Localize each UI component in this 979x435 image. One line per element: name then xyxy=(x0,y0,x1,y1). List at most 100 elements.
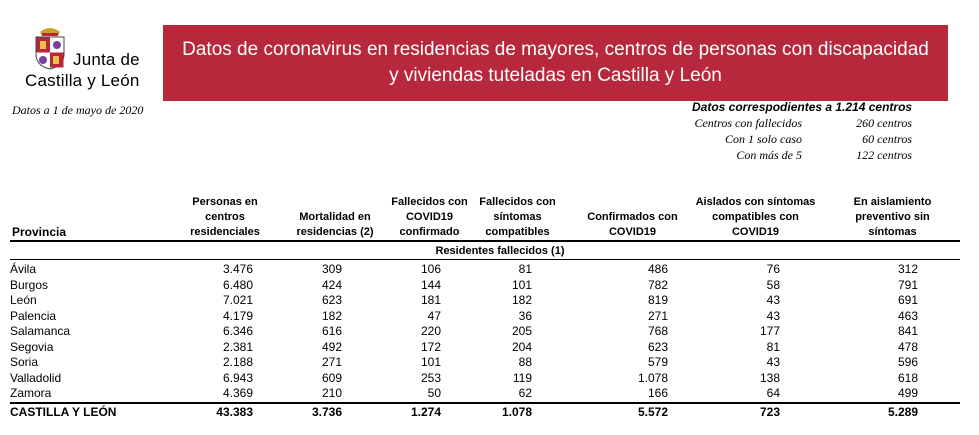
table-row: Soria 2.188 271 101 88 579 43 596 xyxy=(10,355,960,370)
cell-value: 144 xyxy=(420,277,441,292)
cell-value: 463 xyxy=(897,308,918,323)
cell-value: 76 xyxy=(766,262,780,276)
summary-box: Datos correspodientes a 1.214 centros Ce… xyxy=(690,100,950,162)
summary-row: Con 1 solo caso 60 centros xyxy=(690,130,950,146)
table-row: Segovia 2.381 492 172 204 623 81 478 xyxy=(10,340,960,355)
cell-value: 478 xyxy=(897,339,918,354)
cell-value: 81 xyxy=(518,262,532,276)
province-name: León xyxy=(10,293,37,307)
cell-value: 119 xyxy=(512,370,532,385)
table-row: Ávila 3.476 309 106 81 486 76 312 xyxy=(10,262,960,277)
cell-value: 1.274 xyxy=(410,405,441,419)
cell-value: 47 xyxy=(427,308,441,323)
cell-value: 4.369 xyxy=(222,386,253,400)
header-mortalidad: Mortalidad en residencias (2) xyxy=(296,211,374,238)
cell-value: 623 xyxy=(647,339,668,354)
cell-value: 220 xyxy=(420,324,441,338)
header-provincia: Provincia xyxy=(12,225,67,239)
total-rule xyxy=(10,402,960,404)
cell-value: 88 xyxy=(518,355,532,369)
header-fallecidos-confirmado: Fallecidos con COVID19 confirmado xyxy=(391,196,468,238)
province-name: Soria xyxy=(10,355,39,369)
cell-value: 43.383 xyxy=(216,405,253,419)
summary-value: 260 centros xyxy=(856,116,912,130)
cell-value: 7.021 xyxy=(222,293,253,307)
cell-value: 181 xyxy=(420,293,441,307)
cell-value: 106 xyxy=(420,262,441,276)
cell-value: 271 xyxy=(647,308,668,323)
cell-value: 177 xyxy=(759,324,780,338)
cell-value: 166 xyxy=(647,386,668,400)
cell-value: 43 xyxy=(766,308,780,323)
province-name: Burgos xyxy=(10,277,49,292)
cell-value: 182 xyxy=(321,308,342,323)
summary-label: Con 1 solo caso xyxy=(724,132,802,146)
cell-value: 2.188 xyxy=(222,355,253,369)
cell-value: 596 xyxy=(897,355,918,369)
cell-value: 101 xyxy=(420,355,441,369)
cell-value: 43 xyxy=(766,293,780,307)
cell-value: 4.179 xyxy=(222,308,253,323)
cell-value: 618 xyxy=(897,370,918,385)
cell-value: 101 xyxy=(511,277,532,292)
province-name: Valladolid xyxy=(10,370,62,385)
cell-value: 50 xyxy=(427,386,441,400)
cell-value: 182 xyxy=(511,293,532,307)
cell-value: 58 xyxy=(766,277,780,292)
table-row: Salamanca 6.346 616 220 205 768 177 841 xyxy=(10,324,960,339)
junta-logo: Junta de Castilla y León xyxy=(22,22,162,92)
title-banner: Datos de coronavirus en residencias de m… xyxy=(163,25,948,101)
header-aislamiento-preventivo: En aislamiento preventivo sin síntomas xyxy=(853,196,932,238)
header-aislados: Aislados con síntomas compatibles con CO… xyxy=(695,196,816,238)
coat-of-arms-icon xyxy=(35,28,65,70)
table-row: Palencia 4.179 182 47 36 271 43 463 xyxy=(10,309,960,324)
cell-value: 64 xyxy=(766,386,780,400)
cell-value: 1.078 xyxy=(637,370,668,385)
province-name: Ávila xyxy=(10,262,37,276)
cell-value: 609 xyxy=(321,370,342,385)
logo-line-2: Castilla y León xyxy=(25,71,140,90)
cell-value: 616 xyxy=(321,324,342,338)
cell-value: 424 xyxy=(321,277,342,292)
summary-label: Con más de 5 xyxy=(736,148,802,162)
summary-value: 122 centros xyxy=(856,148,912,162)
summary-label: Centros con fallecidos xyxy=(694,116,802,130)
table-row: Zamora 4.369 210 50 62 166 64 499 xyxy=(10,386,960,401)
cell-value: 62 xyxy=(518,386,532,400)
cell-value: 3.736 xyxy=(311,405,342,419)
header-personas: Personas en centros residenciales xyxy=(190,196,260,238)
date-note: Datos a 1 de mayo de 2020 xyxy=(12,103,144,117)
table-row: León 7.021 623 181 182 819 43 691 xyxy=(10,293,960,308)
cell-value: 43 xyxy=(766,355,780,369)
cell-value: 6.346 xyxy=(222,324,253,338)
cell-value: 819 xyxy=(647,293,668,307)
cell-value: 2.381 xyxy=(222,339,253,354)
header-confirmados: Confirmados con COVID19 xyxy=(587,211,678,238)
cell-value: 6.943 xyxy=(222,370,253,385)
cell-value: 841 xyxy=(897,324,918,338)
cell-value: 138 xyxy=(759,370,780,385)
cell-value: 253 xyxy=(420,370,441,385)
header-fallecidos-sintomas: Fallecidos con síntomas compatibles xyxy=(479,196,556,238)
table-row: Valladolid 6.943 609 253 119 1.078 138 618 xyxy=(10,371,960,386)
cell-value: 1.078 xyxy=(501,405,532,419)
cell-value: 5.572 xyxy=(637,405,668,419)
table-row-total: CASTILLA Y LEÓN 43.383 3.736 1.274 1.078 5.57… xyxy=(10,405,960,420)
subheader-residentes-fallecidos: Residentes fallecidos (1) xyxy=(435,245,565,257)
province-name: Palencia xyxy=(10,308,57,323)
header-rule xyxy=(10,240,960,242)
cell-value: 81 xyxy=(766,339,780,354)
cell-value: 486 xyxy=(647,262,668,276)
summary-heading: Datos correspodientes a 1.214 centros xyxy=(692,100,913,114)
province-name: Salamanca xyxy=(10,324,71,338)
cell-value: 623 xyxy=(321,293,342,307)
cell-value: 492 xyxy=(321,339,342,354)
total-label: CASTILLA Y LEÓN xyxy=(10,405,117,419)
logo-line-1: Junta de xyxy=(73,50,140,69)
cell-value: 204 xyxy=(511,339,532,354)
province-name: Segovia xyxy=(10,339,54,354)
page-title: Datos de coronavirus en residencias de m… xyxy=(182,39,929,86)
cell-value: 791 xyxy=(897,277,918,292)
cell-value: 172 xyxy=(420,339,441,354)
cell-value: 5.289 xyxy=(887,405,918,419)
